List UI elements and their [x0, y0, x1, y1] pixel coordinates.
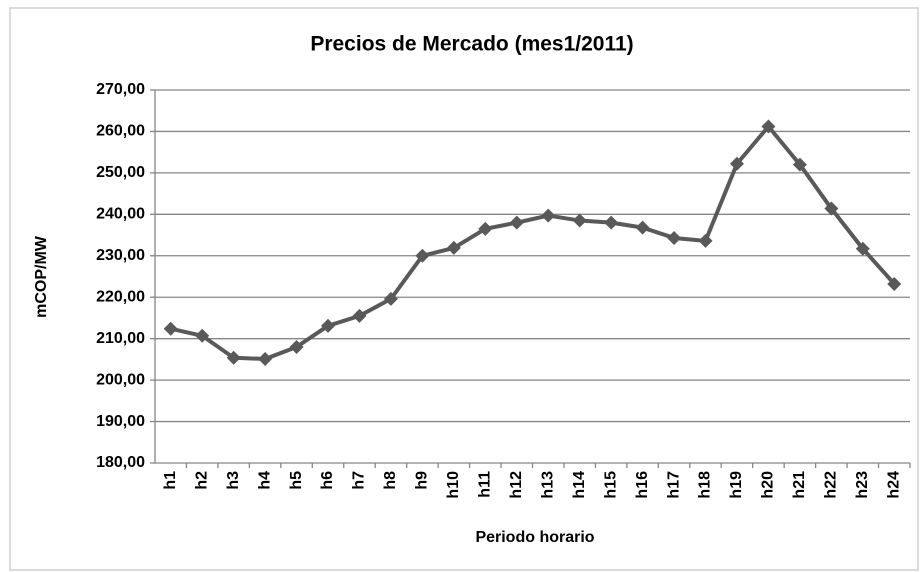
marker	[604, 215, 619, 230]
line	[170, 124, 896, 361]
y-tick-label: 190,00	[96, 413, 145, 430]
x-tick-label: h2	[193, 471, 210, 490]
marker	[824, 201, 839, 216]
marker	[761, 119, 776, 134]
x-tick-label: h16	[634, 471, 651, 499]
x-tick-label: h3	[225, 471, 242, 490]
marker	[352, 308, 367, 323]
x-tick-label: h12	[508, 471, 525, 499]
y-tick-label: 220,00	[96, 288, 145, 305]
marker	[226, 350, 241, 365]
y-tick-label: 230,00	[96, 247, 145, 264]
marker	[792, 157, 807, 172]
chart-border	[9, 7, 919, 571]
y-tick-label: 250,00	[96, 164, 145, 181]
marker	[195, 328, 210, 343]
x-tick-label: h10	[445, 471, 462, 499]
x-tick-label: h6	[319, 471, 336, 490]
x-tick-label: h23	[854, 471, 871, 499]
marker	[509, 215, 524, 230]
x-tick-label: h9	[414, 471, 431, 490]
y-tick-label: 240,00	[96, 206, 145, 223]
marker	[729, 156, 744, 171]
x-tick-label: h4	[256, 471, 273, 490]
y-tick-label: 180,00	[96, 454, 145, 471]
x-axis-label: Periodo horario	[475, 529, 594, 546]
x-tick-label: h22	[823, 471, 840, 499]
x-tick-label: h5	[288, 471, 305, 490]
y-tick-label: 270,00	[96, 81, 145, 98]
marker	[478, 221, 493, 236]
y-axis-label: mCOP/MW	[33, 235, 50, 318]
x-tick-label: h1	[162, 471, 179, 490]
marker	[698, 233, 713, 248]
marker	[667, 230, 682, 245]
x-tick-label: h19	[728, 471, 745, 499]
chart-title: Precios de Mercado (mes1/2011)	[310, 33, 633, 56]
x-tick-label: h20	[760, 471, 777, 499]
x-tick-label: h15	[602, 471, 619, 499]
y-tick-label: 260,00	[96, 123, 145, 140]
x-tick-label: h24	[885, 471, 902, 499]
y-tick-label: 200,00	[96, 371, 145, 388]
x-tick-label: h8	[382, 471, 399, 490]
x-tick-label: h21	[791, 471, 808, 499]
x-tick-label: h13	[539, 471, 556, 499]
x-tick-label: h17	[665, 471, 682, 499]
marker	[383, 291, 398, 306]
marker	[635, 220, 650, 235]
x-tick-label: h11	[477, 471, 494, 498]
x-tick-label: h18	[697, 471, 714, 499]
marker	[887, 276, 902, 291]
marker	[289, 339, 304, 354]
marker	[415, 248, 430, 263]
marker	[163, 321, 178, 336]
x-tick-label: h7	[351, 471, 368, 490]
marker	[541, 208, 556, 223]
y-tick-label: 210,00	[96, 330, 145, 347]
marker	[572, 213, 587, 228]
x-tick-label: h14	[571, 471, 588, 499]
marker	[855, 241, 870, 256]
marker	[258, 351, 273, 366]
marker	[446, 240, 461, 255]
marker	[321, 318, 336, 333]
